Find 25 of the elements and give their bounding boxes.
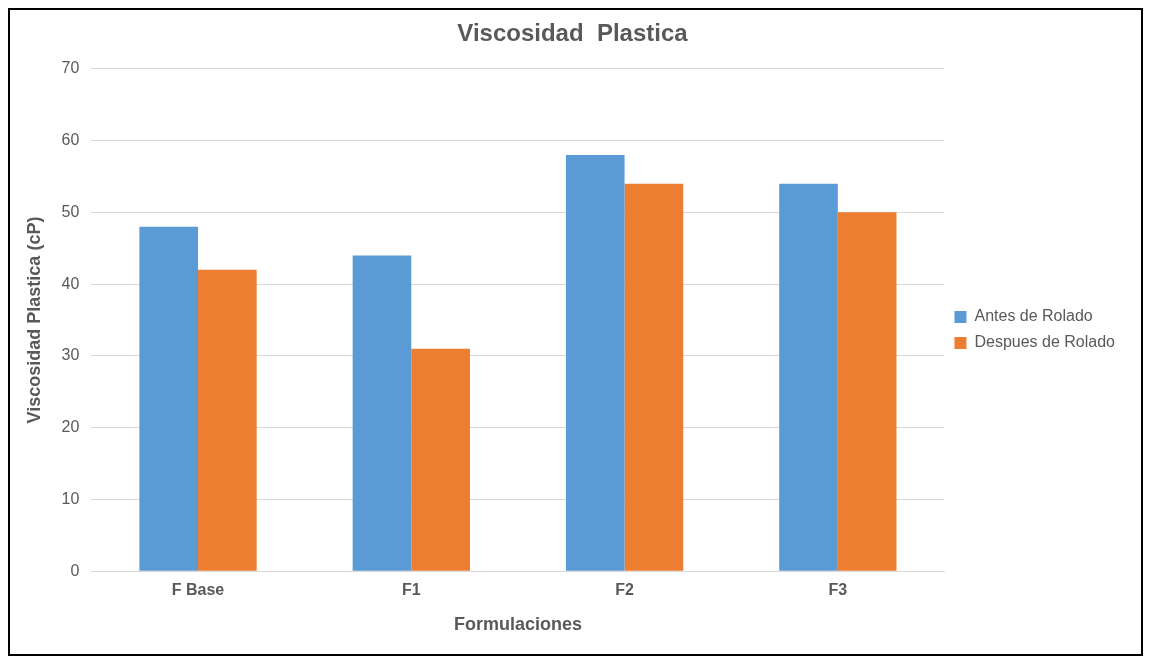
bar bbox=[411, 348, 470, 571]
y-tick-label: 30 bbox=[61, 346, 80, 364]
bar bbox=[624, 183, 684, 571]
x-tick-label: F3 bbox=[828, 581, 848, 599]
chart-title: Viscosidad Plastica bbox=[457, 19, 689, 47]
legend-label: Despues de Rolado bbox=[974, 333, 1116, 351]
x-tick-label: F1 bbox=[401, 581, 421, 599]
bar bbox=[837, 212, 897, 571]
x-axis-title: Formulaciones bbox=[453, 614, 582, 635]
y-tick-label: 40 bbox=[61, 274, 80, 292]
bar bbox=[198, 269, 257, 571]
x-tick-label: F Base bbox=[171, 581, 225, 599]
bar bbox=[352, 255, 412, 571]
y-tick-label: 20 bbox=[61, 418, 80, 436]
y-tick-label: 60 bbox=[61, 130, 80, 148]
y-axis-title: Viscosidad Plastica (cP) bbox=[23, 216, 44, 424]
y-tick-label: 70 bbox=[61, 59, 80, 77]
legend-label: Antes de Rolado bbox=[974, 307, 1093, 325]
bar bbox=[565, 154, 625, 571]
bar bbox=[779, 183, 838, 571]
y-tick-label: 10 bbox=[61, 489, 80, 507]
x-tick-label: F2 bbox=[615, 581, 634, 599]
y-tick-label: 0 bbox=[70, 561, 80, 579]
bar bbox=[139, 226, 199, 571]
y-tick-label: 50 bbox=[61, 202, 80, 220]
